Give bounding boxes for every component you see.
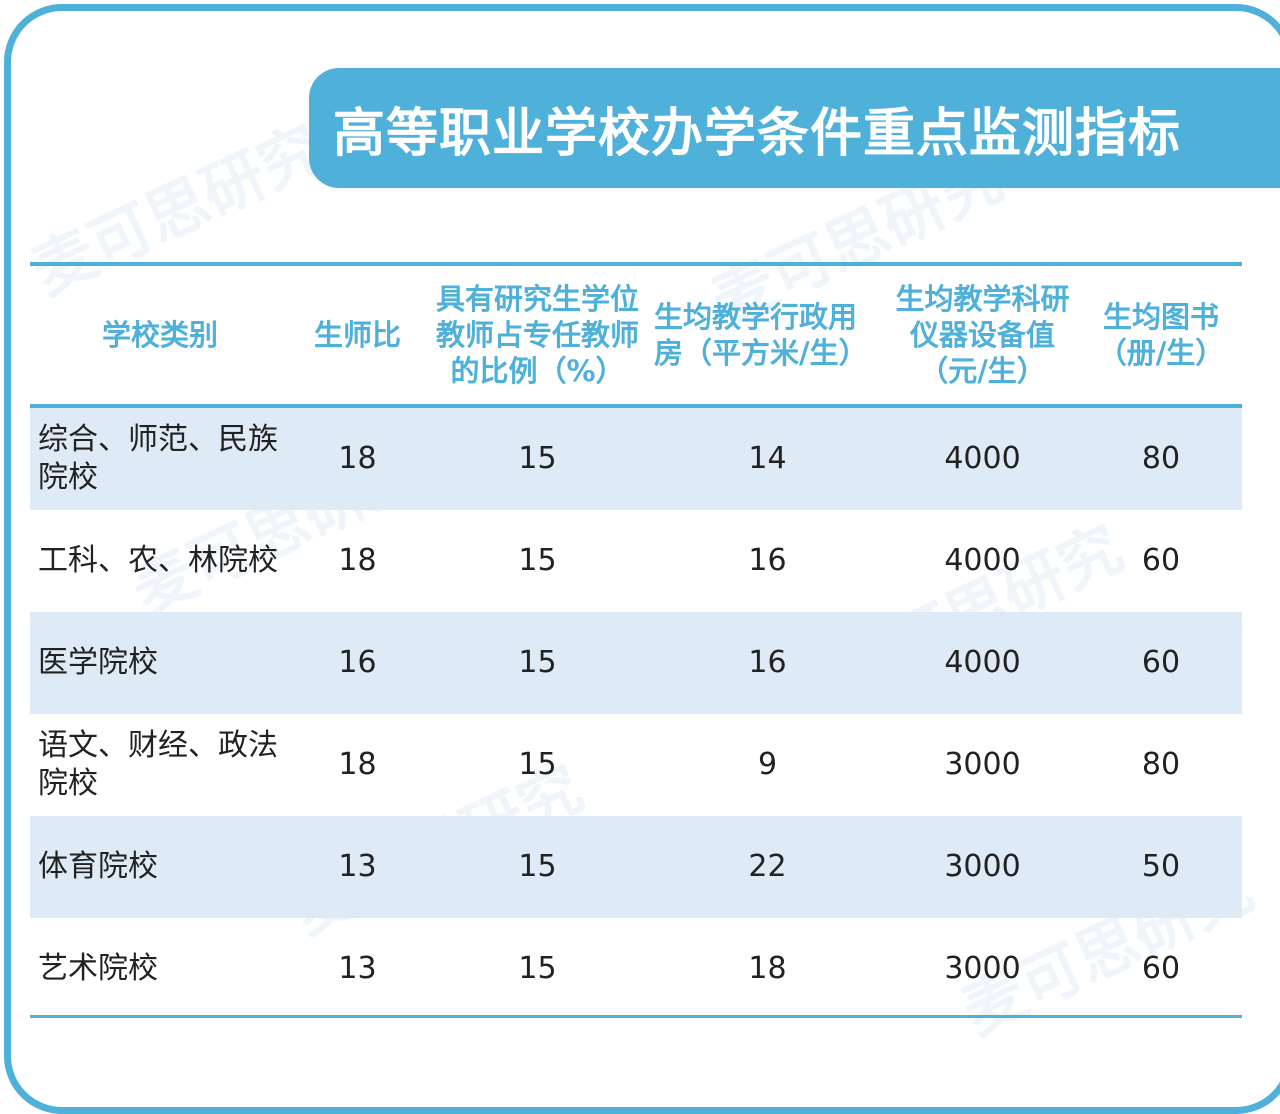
table-header-row: 学校类别 生师比 具有研究生学位教师占专任教师的比例（%） 生均教学行政用房（平…	[30, 266, 1242, 404]
table-row: 工科、农、林院校 18 15 16 4000 60	[30, 510, 1242, 612]
header-student-teacher-ratio: 生师比	[313, 318, 401, 352]
cell-student-teacher-ratio: 18	[338, 747, 377, 782]
cell-equipment-value: 4000	[944, 441, 1021, 476]
cell-postgrad-teacher-ratio: 15	[518, 645, 557, 680]
cell-books: 60	[1141, 543, 1181, 578]
cell-books: 60	[1141, 951, 1181, 986]
cell-postgrad-teacher-ratio: 15	[518, 951, 557, 986]
cell-postgrad-teacher-ratio: 15	[518, 441, 557, 476]
cell-postgrad-teacher-ratio: 15	[518, 747, 557, 782]
table-row: 综合、师范、民族院校 18 15 14 4000 80	[30, 408, 1242, 510]
cell-school-type: 工科、农、林院校	[38, 543, 278, 578]
cell-student-teacher-ratio: 18	[338, 543, 377, 578]
table-row: 体育院校 13 15 22 3000 50	[30, 816, 1242, 918]
cell-books: 60	[1141, 645, 1181, 680]
cell-school-type: 艺术院校	[38, 951, 158, 986]
cell-admin-space: 16	[748, 543, 787, 578]
cell-admin-space: 14	[748, 441, 787, 476]
table-row: 语文、财经、政法院校 18 15 9 3000 80	[30, 714, 1242, 816]
header-equipment-value: 生均教学科研仪器设备值（元/生）	[895, 282, 1070, 388]
cell-student-teacher-ratio: 18	[338, 441, 377, 476]
cell-school-type: 语文、财经、政法院校	[38, 728, 278, 801]
header-postgrad-teacher-ratio: 具有研究生学位教师占专任教师的比例（%）	[435, 282, 639, 388]
indicator-table: 学校类别 生师比 具有研究生学位教师占专任教师的比例（%） 生均教学行政用房（平…	[30, 262, 1242, 1020]
header-books: 生均图书（册/生）	[1097, 300, 1225, 370]
cell-school-type: 综合、师范、民族院校	[38, 422, 278, 495]
cell-equipment-value: 4000	[944, 645, 1021, 680]
cell-admin-space: 18	[748, 951, 787, 986]
cell-student-teacher-ratio: 13	[338, 951, 377, 986]
header-school-type: 学校类别	[101, 318, 218, 352]
cell-books: 50	[1141, 849, 1181, 884]
cell-student-teacher-ratio: 13	[338, 849, 377, 884]
cell-books: 80	[1141, 441, 1181, 476]
cell-admin-space: 22	[748, 849, 787, 884]
cell-equipment-value: 3000	[944, 747, 1021, 782]
table-top-rule	[30, 262, 1242, 266]
cell-equipment-value: 3000	[944, 951, 1021, 986]
cell-student-teacher-ratio: 16	[338, 645, 377, 680]
cell-admin-space: 16	[748, 645, 787, 680]
table-bottom-rule	[30, 1015, 1242, 1018]
table-row: 艺术院校 13 15 18 3000 60	[30, 918, 1242, 1020]
cell-equipment-value: 3000	[944, 849, 1021, 884]
cell-books: 80	[1141, 747, 1181, 782]
cell-postgrad-teacher-ratio: 15	[518, 543, 557, 578]
table-header-rule	[30, 404, 1242, 408]
cell-admin-space: 9	[757, 747, 778, 782]
cell-school-type: 医学院校	[38, 645, 158, 680]
table-row: 医学院校 16 15 16 4000 60	[30, 612, 1242, 714]
header-admin-space: 生均教学行政用房（平方米/生）	[654, 300, 868, 370]
page-title: 高等职业学校办学条件重点监测指标	[309, 68, 1280, 188]
cell-equipment-value: 4000	[944, 543, 1021, 578]
cell-postgrad-teacher-ratio: 15	[518, 849, 557, 884]
cell-school-type: 体育院校	[38, 849, 158, 884]
